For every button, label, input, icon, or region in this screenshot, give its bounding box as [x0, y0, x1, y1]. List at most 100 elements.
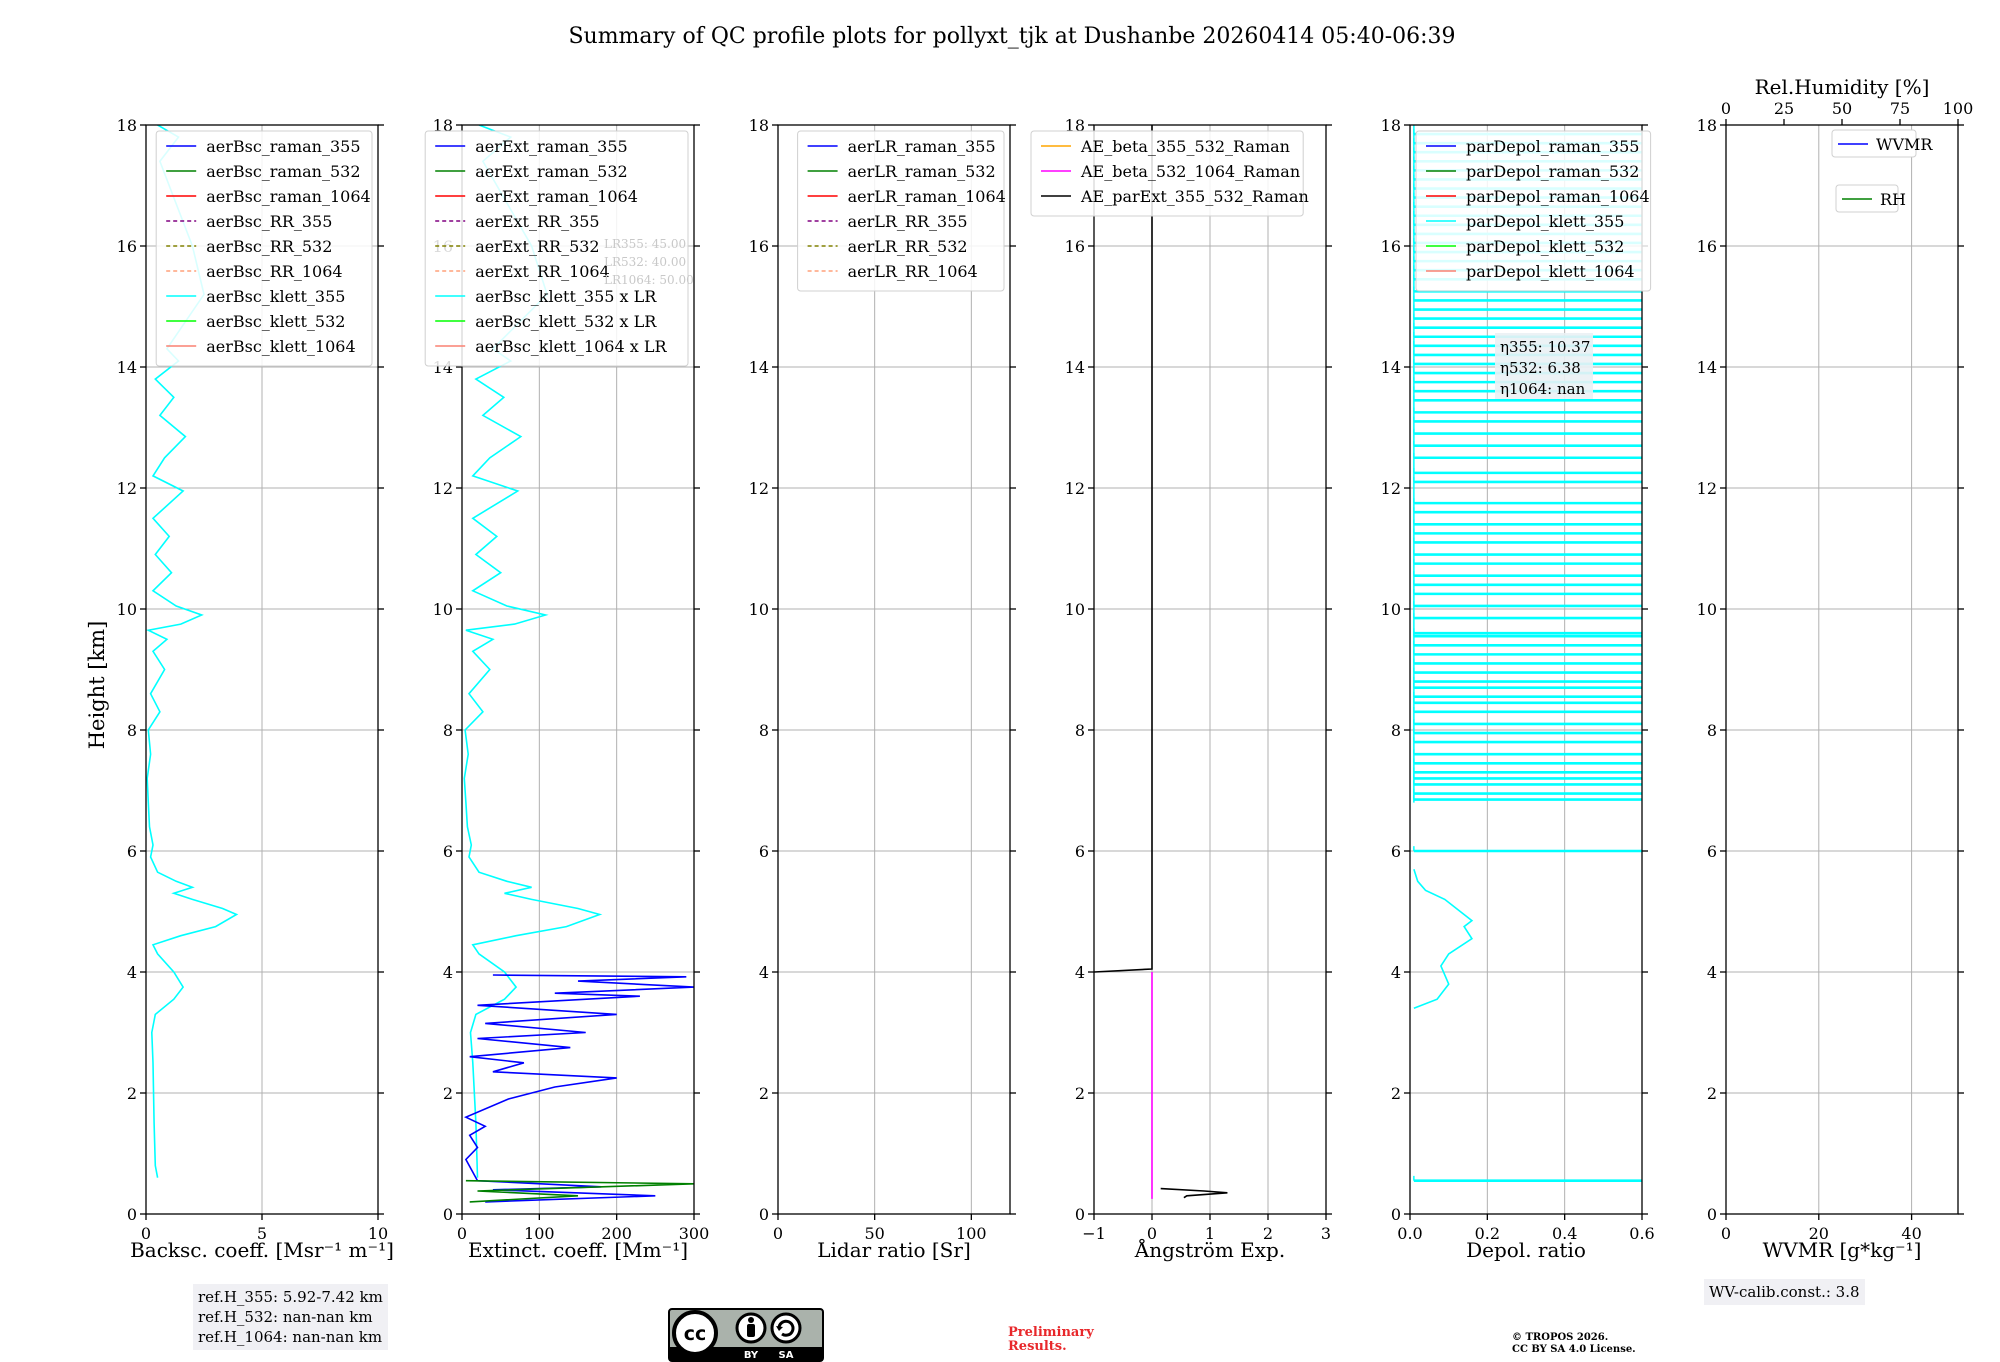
- series-AE_parExt_355_532_Raman_low: [1160, 1187, 1228, 1199]
- legend-depol: parDepol_raman_355 parDepol_raman_532 parD…: [1415, 130, 1652, 292]
- y-tick-label: 14: [1697, 358, 1717, 377]
- eta-label: η1064: nan: [1500, 380, 1586, 398]
- legend-label: aerBsc_klett_532: [206, 312, 345, 331]
- x-tick-label: 1: [1205, 1224, 1215, 1243]
- y-tick-label: 14: [1381, 358, 1401, 377]
- cc-sa-icon: [770, 1312, 802, 1344]
- x-tick-label: 0.0: [1397, 1224, 1422, 1243]
- series-AE_parExt_355_532_Raman: [1094, 125, 1153, 973]
- y-tick-label: 10: [1697, 600, 1717, 619]
- y-tick-label: 8: [1707, 721, 1717, 740]
- y-tick-label: 18: [1065, 116, 1085, 135]
- y-tick-label: 6: [1075, 842, 1085, 861]
- wv-calib-constant: WV-calib.const.: 3.8: [1709, 1283, 1860, 1301]
- lidar-ratio-label: LR1064: 50.00: [604, 273, 694, 287]
- top-x-tick-label: 0: [1721, 99, 1731, 118]
- y-tick-label: 18: [433, 116, 453, 135]
- x-axis-label: Extinct. coeff. [Mm⁻¹]: [468, 1238, 688, 1262]
- x-axis-label: Depol. ratio: [1466, 1238, 1586, 1262]
- legend-label: aerBsc_klett_355 x LR: [475, 287, 657, 306]
- cc-badge-sa-text: SA: [779, 1350, 794, 1361]
- y-tick-label: 10: [749, 600, 769, 619]
- x-tick-label: 200: [601, 1224, 632, 1243]
- x-tick-label: 20: [1809, 1224, 1829, 1243]
- x-tick-label: 10: [368, 1224, 388, 1243]
- y-tick-label: 16: [1065, 237, 1085, 256]
- x-tick-label: 50: [864, 1224, 884, 1243]
- top-x-tick-label: 50: [1832, 99, 1852, 118]
- x-tick-label: 40: [1901, 1224, 1921, 1243]
- figure-title: Summary of QC profile plots for pollyxt_…: [568, 24, 1455, 49]
- legend-label: aerExt_raman_1064: [475, 187, 638, 206]
- x-tick-label: 0: [1721, 1224, 1731, 1243]
- y-tick-label: 16: [1697, 237, 1717, 256]
- y-tick-label: 0: [127, 1205, 137, 1224]
- ref-height-355: ref.H_355: 5.92-7.42 km: [198, 1288, 383, 1306]
- y-tick-label: 18: [117, 116, 137, 135]
- y-tick-label: 10: [1381, 600, 1401, 619]
- legend-label: aerBsc_klett_1064: [206, 337, 355, 356]
- legend-label: parDepol_raman_532: [1466, 162, 1639, 181]
- top-x-tick-label: 25: [1774, 99, 1794, 118]
- legend-label: RH: [1880, 190, 1906, 209]
- eta-label: η355: 10.37: [1500, 338, 1590, 356]
- y-tick-label: 2: [1707, 1084, 1717, 1103]
- panel-bsc: 0 5 10 0 2 4 6 8 10 12 14 16 18 Backsc. coeff. [Msr⁻¹…: [117, 116, 394, 1262]
- y-tick-label: 8: [1391, 721, 1401, 740]
- legend-label: parDepol_raman_1064: [1466, 187, 1650, 206]
- legend-ext: aerExt_raman_355 aerExt_raman_532 aerExt_r…: [424, 130, 689, 367]
- legend-WVMR: WVMR: [1831, 129, 1933, 158]
- eta-calibration-box: η355: 10.37 η532: 6.38 η1064: nan: [1495, 333, 1593, 399]
- cc-badge-cc-text: cc: [684, 1323, 707, 1345]
- panel-depol: 0.0 0.2 0.4 0.6 0 2 4 6 8 10 12 14 16 18 Depol. ratio p…: [1381, 116, 1655, 1262]
- y-tick-label: 4: [443, 963, 453, 982]
- y-tick-label: 18: [749, 116, 769, 135]
- legend-ae: AE_beta_355_532_Raman AE_beta_532_1064_Ra…: [1030, 130, 1309, 217]
- y-tick-label: 16: [117, 237, 137, 256]
- y-tick-label: 4: [759, 963, 769, 982]
- x-tick-label: 100: [524, 1224, 555, 1243]
- legend-label: aerLR_raman_532: [848, 162, 996, 181]
- x-tick-label: 300: [679, 1224, 710, 1243]
- x-tick-label: 3: [1321, 1224, 1331, 1243]
- top-x-tick-label: 100: [1943, 99, 1974, 118]
- y-tick-label: 14: [117, 358, 137, 377]
- y-tick-label: 12: [433, 479, 453, 498]
- y-tick-label: 10: [433, 600, 453, 619]
- series-aerExt_raman_532: [465, 1179, 694, 1203]
- x-tick-label: 0.6: [1629, 1224, 1654, 1243]
- legend-label: aerBsc_klett_355: [206, 287, 345, 306]
- x-axis-label: WVMR [g*kg⁻¹]: [1763, 1238, 1922, 1262]
- axes-frame: [777, 124, 1011, 1215]
- legend-label: WVMR: [1876, 135, 1933, 154]
- legend-label: aerBsc_klett_1064 x LR: [475, 337, 667, 356]
- legend-label: parDepol_klett_532: [1466, 237, 1624, 256]
- legend-label: aerBsc_raman_532: [206, 162, 360, 181]
- preliminary-line-1: Preliminary: [1008, 1325, 1094, 1340]
- legend-label: aerExt_raman_532: [475, 162, 628, 181]
- y-tick-label: 6: [443, 842, 453, 861]
- axes-frame: [1725, 124, 1959, 1215]
- y-tick-label: 16: [749, 237, 769, 256]
- cc-badge-by-text: BY: [744, 1350, 759, 1361]
- figure-ylabel: Height [km]: [85, 621, 109, 750]
- legend-label: aerExt_raman_355: [475, 137, 628, 156]
- legend-label: parDepol_klett_1064: [1466, 262, 1635, 281]
- ref-height-1064: ref.H_1064: nan-nan km: [198, 1328, 383, 1346]
- legend-label: aerLR_RR_355: [848, 212, 968, 231]
- y-tick-label: 0: [443, 1205, 453, 1224]
- y-tick-label: 8: [759, 721, 769, 740]
- y-tick-label: 6: [759, 842, 769, 861]
- y-tick-label: 12: [1697, 479, 1717, 498]
- legend-label: aerExt_RR_1064: [475, 262, 610, 281]
- legend-label: aerExt_RR_532: [475, 237, 599, 256]
- legend-label: aerBsc_raman_355: [206, 137, 360, 156]
- legend-lr: aerLR_raman_355 aerLR_raman_532 aerLR_rama…: [797, 130, 1006, 292]
- legend-label: AE_beta_532_1064_Raman: [1080, 162, 1300, 181]
- y-tick-label: 6: [1391, 842, 1401, 861]
- x-tick-label: −1: [1082, 1224, 1106, 1243]
- y-tick-label: 6: [1707, 842, 1717, 861]
- y-tick-label: 18: [1697, 116, 1717, 135]
- copyright-note: © TROPOS 2026. CC BY SA 4.0 License.: [1512, 1332, 1636, 1356]
